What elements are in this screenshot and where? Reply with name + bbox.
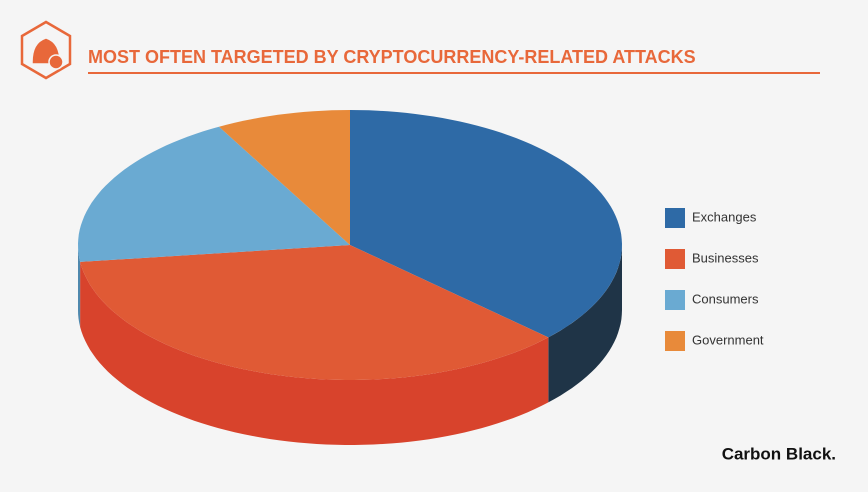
legend-label: Consumers xyxy=(692,291,759,306)
pie-sides xyxy=(78,245,622,445)
slice xyxy=(219,110,350,245)
slice-side xyxy=(78,245,81,327)
title-icon xyxy=(20,20,72,80)
legend-label: Government xyxy=(692,332,764,347)
slice-side xyxy=(548,245,622,403)
legend-swatch xyxy=(665,290,685,310)
pie-tops xyxy=(78,110,622,380)
chart-title: MOST OFTEN TARGETED BY CRYPTOCURRENCY-RE… xyxy=(88,47,696,67)
legend-swatch xyxy=(665,208,685,228)
slice xyxy=(80,245,549,380)
legend-swatch xyxy=(665,331,685,351)
slice-side xyxy=(80,261,549,445)
legend-label: Exchanges xyxy=(692,209,757,224)
legend-swatch xyxy=(665,249,685,269)
slice xyxy=(350,110,622,338)
legend-label: Businesses xyxy=(692,250,759,265)
brand-logo: Carbon Black. xyxy=(722,444,836,463)
slice xyxy=(78,126,350,262)
